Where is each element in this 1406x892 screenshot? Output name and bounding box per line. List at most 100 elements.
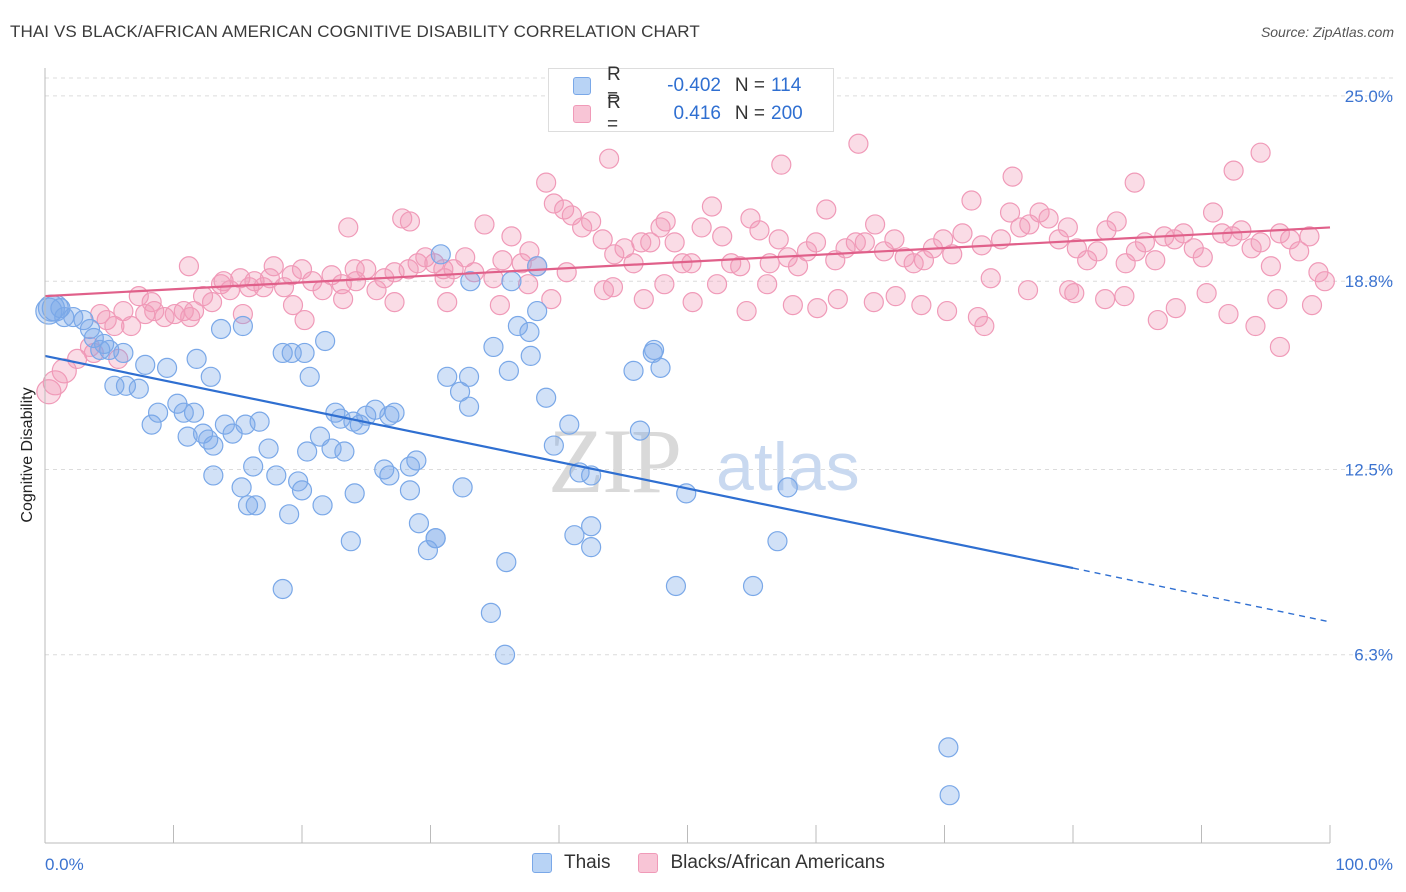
- data-point-blacks: [1087, 241, 1108, 262]
- data-point-blacks: [120, 315, 142, 337]
- data-point-blacks: [201, 292, 223, 313]
- y-tick-label: 6.3%: [1354, 646, 1393, 665]
- data-point-blacks: [489, 295, 510, 316]
- data-point-blacks: [736, 300, 757, 322]
- data-point-blacks: [885, 286, 906, 307]
- data-point-blacks: [282, 295, 304, 316]
- y-tick-label: 12.5%: [1345, 460, 1393, 479]
- legend-swatch-thais: [532, 853, 552, 873]
- data-point-blacks: [974, 315, 995, 337]
- legend-n-label: N =: [734, 75, 765, 96]
- watermark-zip: ZIP: [548, 410, 680, 512]
- data-point-blacks: [543, 193, 564, 214]
- data-point-blacks: [854, 232, 875, 253]
- legend-n-label: N =: [734, 103, 765, 124]
- data-point-thais: [315, 330, 336, 352]
- data-point-thais: [399, 456, 421, 477]
- data-point-blacks: [771, 154, 792, 175]
- data-point-thais: [449, 381, 471, 402]
- data-point-blacks: [1002, 166, 1023, 187]
- data-point-thais: [245, 495, 266, 516]
- data-point-blacks: [492, 250, 513, 271]
- data-point-blacks: [816, 199, 837, 220]
- data-point-thais: [430, 244, 451, 265]
- y-tick-label: 18.8%: [1345, 272, 1393, 291]
- data-point-blacks: [474, 214, 495, 235]
- data-point-blacks: [1038, 208, 1059, 229]
- data-point-blacks: [536, 172, 557, 193]
- data-point-thais: [237, 495, 259, 516]
- legend-row-blacks: R = 0.416 N = 200: [573, 92, 817, 135]
- data-point-thais: [266, 465, 287, 486]
- data-point-blacks: [952, 223, 973, 244]
- data-point-blacks: [344, 259, 365, 280]
- legend-r-label: R =: [607, 92, 621, 135]
- trend-line-blacks: [44, 226, 1331, 298]
- data-point-blacks: [757, 274, 778, 295]
- series-legend: Thais Blacks/African Americans: [532, 852, 913, 874]
- data-point-thais: [90, 339, 111, 361]
- data-point-thais: [297, 441, 318, 462]
- data-point-blacks: [141, 292, 162, 313]
- data-point-blacks: [384, 292, 405, 313]
- data-point-thais: [507, 315, 528, 337]
- data-point-blacks: [1095, 289, 1116, 310]
- data-point-blacks: [865, 214, 886, 235]
- trend-line-thais: [44, 354, 1074, 570]
- legend-r-label: R =: [607, 64, 621, 107]
- data-point-blacks: [664, 232, 685, 253]
- data-point-blacks: [749, 220, 770, 241]
- legend-label-blacks: Blacks/African Americans: [670, 852, 885, 873]
- trend-line-thais-dashed: [1072, 567, 1331, 623]
- data-point-blacks: [640, 232, 661, 253]
- data-point-thais: [147, 402, 169, 423]
- data-point-thais: [494, 644, 516, 665]
- data-point-blacks: [884, 229, 905, 250]
- data-point-thais: [279, 504, 300, 525]
- data-point-blacks: [1250, 142, 1271, 163]
- data-point-thais: [417, 540, 439, 561]
- data-point-thais: [312, 495, 333, 516]
- data-point-blacks: [173, 300, 194, 322]
- data-point-thais: [258, 438, 279, 459]
- data-point-blacks: [1301, 295, 1323, 316]
- data-point-thais: [272, 578, 293, 600]
- chart-title: THAI VS BLACK/AFRICAN AMERICAN COGNITIVE…: [10, 22, 700, 41]
- data-point-blacks: [1231, 220, 1252, 241]
- data-point-thais: [559, 414, 580, 435]
- data-point-thais: [581, 516, 602, 537]
- data-point-blacks: [961, 190, 982, 211]
- data-point-thais: [231, 477, 252, 498]
- data-point-blacks: [1059, 280, 1080, 301]
- data-point-blacks: [599, 148, 620, 169]
- data-point-blacks: [541, 289, 562, 310]
- data-point-thais: [173, 402, 194, 423]
- data-point-blacks: [807, 297, 828, 319]
- data-point-blacks: [681, 253, 702, 274]
- data-point-thais: [498, 360, 519, 381]
- data-point-thais: [437, 366, 458, 387]
- data-point-thais: [460, 271, 481, 292]
- watermark-atlas: atlas: [716, 429, 860, 505]
- legend-item-thais[interactable]: Thais: [532, 852, 610, 874]
- trend-lines: [44, 226, 1331, 623]
- data-point-thais: [496, 552, 517, 573]
- data-point-blacks: [942, 244, 963, 265]
- data-point-thais: [113, 342, 134, 364]
- data-point-blacks: [911, 295, 932, 316]
- series-blacks-african-americans: [36, 133, 1335, 405]
- data-point-blacks: [701, 196, 723, 217]
- data-point-blacks: [1106, 211, 1127, 232]
- data-point-blacks: [36, 379, 62, 405]
- data-point-blacks: [1269, 223, 1290, 244]
- legend-swatch-blacks: [573, 105, 591, 123]
- data-point-blacks: [1124, 172, 1145, 193]
- data-point-blacks: [633, 289, 654, 310]
- data-point-blacks: [863, 292, 884, 313]
- legend-item-blacks[interactable]: Blacks/African Americans: [638, 852, 885, 874]
- legend-n-value: 200: [771, 103, 803, 124]
- data-point-thais: [452, 477, 473, 498]
- data-point-blacks: [691, 217, 712, 238]
- data-point-thais: [203, 465, 224, 486]
